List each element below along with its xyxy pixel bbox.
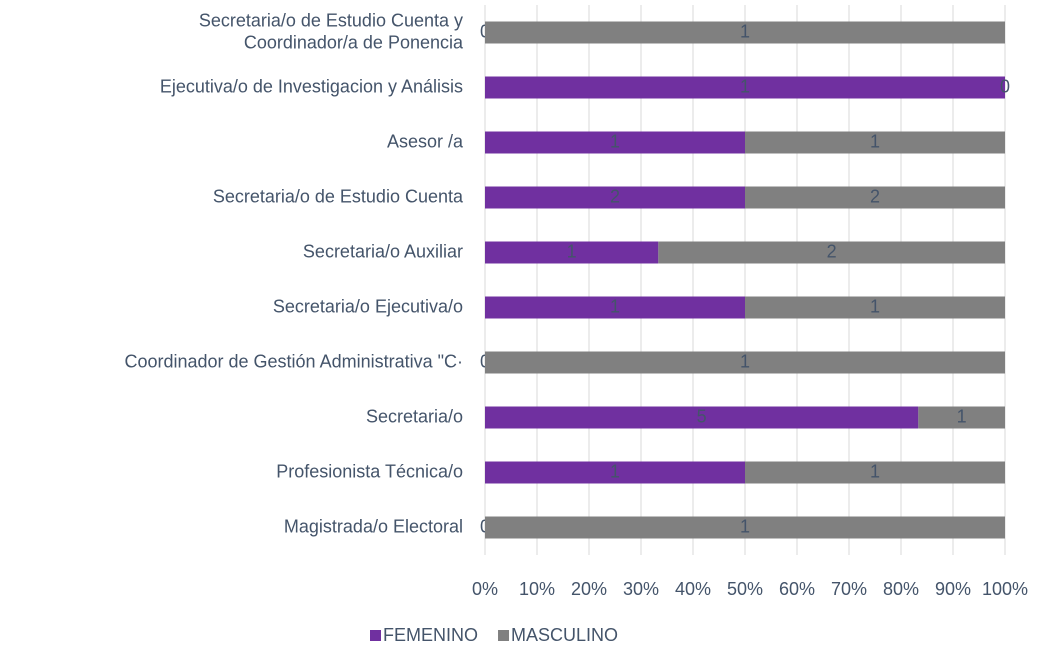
data-label: 1 <box>870 461 880 481</box>
data-label: 1 <box>957 406 967 426</box>
y-tick-label: Secretaria/o Auxiliar <box>303 241 463 261</box>
data-label: 1 <box>610 131 620 151</box>
y-tick-label: Magistrada/o Electoral <box>284 516 463 536</box>
y-tick-label: Secretaria/o de Estudio Cuenta y Coordina… <box>199 10 464 52</box>
data-label: 1 <box>740 516 750 536</box>
legend-label: MASCULINO <box>511 625 618 645</box>
y-tick-label: Secretaria/o Ejecutiva/o <box>273 296 463 316</box>
bar-segment <box>745 186 1005 209</box>
data-label: 1 <box>870 296 880 316</box>
bar-segment <box>485 131 745 154</box>
bar-segment <box>485 296 745 319</box>
data-label: 1 <box>610 296 620 316</box>
data-label: 1 <box>610 461 620 481</box>
legend-swatch <box>498 630 510 641</box>
y-tick-label: Secretaria/o de Estudio Cuenta <box>213 186 464 206</box>
bar-segment <box>485 21 1005 44</box>
bar-segment <box>745 296 1005 319</box>
data-label: 1 <box>740 351 750 371</box>
y-tick-label: Ejecutiva/o de Investigacion y Análisis <box>160 76 463 96</box>
data-label: 2 <box>870 186 880 206</box>
bar-segment <box>485 461 745 484</box>
x-tick-label: 40% <box>675 579 711 599</box>
bar-segment <box>485 76 1005 99</box>
data-label: 5 <box>697 406 707 426</box>
x-tick-label: 30% <box>623 579 659 599</box>
bar-segment <box>485 351 1005 374</box>
legend-label: FEMENINO <box>383 625 478 645</box>
bar-segment <box>485 241 659 264</box>
x-tick-label: 0% <box>472 579 498 599</box>
bar-segment <box>485 186 745 209</box>
data-label: 1 <box>567 241 577 261</box>
bar-segment <box>485 406 919 429</box>
x-tick-label: 90% <box>935 579 971 599</box>
y-tick-label: Coordinador de Gestión Administrativa "C… <box>124 351 463 371</box>
bar-segment <box>745 461 1005 484</box>
x-tick-label: 100% <box>982 579 1028 599</box>
data-label: 1 <box>740 21 750 41</box>
bar-segment <box>658 241 1005 264</box>
x-tick-label: 20% <box>571 579 607 599</box>
y-tick-label: Asesor /a <box>387 131 464 151</box>
x-tick-label: 70% <box>831 579 867 599</box>
bar-segment <box>918 406 1005 429</box>
x-tick-label: 80% <box>883 579 919 599</box>
y-tick-label: Profesionista Técnica/o <box>276 461 463 481</box>
legend-swatch <box>370 630 381 641</box>
y-tick-label: Secretaria/o <box>366 406 463 426</box>
data-label: 0 <box>1000 76 1010 96</box>
bar-segment <box>485 516 1005 539</box>
x-tick-label: 10% <box>519 579 555 599</box>
data-label: 2 <box>610 186 620 206</box>
x-tick-label: 50% <box>727 579 763 599</box>
data-label: 2 <box>827 241 837 261</box>
data-label: 1 <box>740 76 750 96</box>
x-tick-label: 60% <box>779 579 815 599</box>
data-label: 1 <box>870 131 880 151</box>
bar-segment <box>745 131 1005 154</box>
